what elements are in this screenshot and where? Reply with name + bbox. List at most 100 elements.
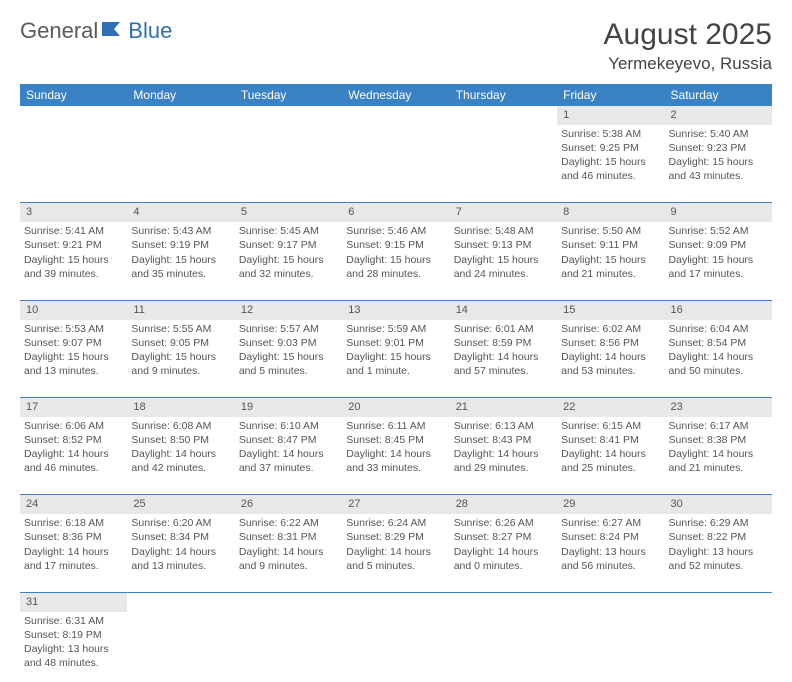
day-number-cell: [235, 592, 342, 611]
day-content-cell: Sunrise: 5:46 AMSunset: 9:15 PMDaylight:…: [342, 222, 449, 300]
day-content-cell: Sunrise: 6:10 AMSunset: 8:47 PMDaylight:…: [235, 417, 342, 495]
day-content-cell: [450, 125, 557, 203]
day-content-cell: [235, 125, 342, 203]
day-content-cell: Sunrise: 5:43 AMSunset: 9:19 PMDaylight:…: [127, 222, 234, 300]
day-content-cell: Sunrise: 6:22 AMSunset: 8:31 PMDaylight:…: [235, 514, 342, 592]
day-number-cell: 26: [235, 495, 342, 514]
daylight-text: Daylight: 14 hours and 57 minutes.: [454, 350, 553, 378]
day-number-cell: 29: [557, 495, 664, 514]
sunrise-text: Sunrise: 6:11 AM: [346, 419, 445, 433]
day-number-cell: 3: [20, 203, 127, 222]
sunset-text: Sunset: 8:36 PM: [24, 530, 123, 544]
day-content-cell: Sunrise: 5:57 AMSunset: 9:03 PMDaylight:…: [235, 320, 342, 398]
daylight-text: Daylight: 13 hours and 52 minutes.: [669, 545, 768, 573]
sunrise-text: Sunrise: 5:45 AM: [239, 224, 338, 238]
day-content-cell: [665, 612, 772, 682]
daylight-text: Daylight: 14 hours and 46 minutes.: [24, 447, 123, 475]
sunset-text: Sunset: 9:03 PM: [239, 336, 338, 350]
day-number-cell: 17: [20, 398, 127, 417]
daylight-text: Daylight: 15 hours and 28 minutes.: [346, 253, 445, 281]
sunrise-text: Sunrise: 5:46 AM: [346, 224, 445, 238]
logo-text-blue: Blue: [128, 18, 172, 44]
sunset-text: Sunset: 8:38 PM: [669, 433, 768, 447]
day-content-cell: Sunrise: 6:18 AMSunset: 8:36 PMDaylight:…: [20, 514, 127, 592]
content-row: Sunrise: 6:06 AMSunset: 8:52 PMDaylight:…: [20, 417, 772, 495]
day-number-cell: 7: [450, 203, 557, 222]
day-content-cell: Sunrise: 6:29 AMSunset: 8:22 PMDaylight:…: [665, 514, 772, 592]
day-content-cell: Sunrise: 6:06 AMSunset: 8:52 PMDaylight:…: [20, 417, 127, 495]
day-number-cell: [342, 106, 449, 125]
day-number-cell: 8: [557, 203, 664, 222]
daylight-text: Daylight: 14 hours and 25 minutes.: [561, 447, 660, 475]
day-content-cell: Sunrise: 5:40 AMSunset: 9:23 PMDaylight:…: [665, 125, 772, 203]
sunset-text: Sunset: 9:25 PM: [561, 141, 660, 155]
sunrise-text: Sunrise: 5:38 AM: [561, 127, 660, 141]
flag-icon: [102, 20, 124, 43]
day-number-cell: [235, 106, 342, 125]
sunrise-text: Sunrise: 6:06 AM: [24, 419, 123, 433]
daylight-text: Daylight: 15 hours and 9 minutes.: [131, 350, 230, 378]
daynum-row: 10111213141516: [20, 300, 772, 319]
daylight-text: Daylight: 13 hours and 48 minutes.: [24, 642, 123, 670]
sunset-text: Sunset: 8:31 PM: [239, 530, 338, 544]
sunset-text: Sunset: 8:47 PM: [239, 433, 338, 447]
day-content-cell: [127, 612, 234, 682]
day-content-cell: Sunrise: 5:53 AMSunset: 9:07 PMDaylight:…: [20, 320, 127, 398]
daylight-text: Daylight: 15 hours and 35 minutes.: [131, 253, 230, 281]
day-number-cell: [127, 592, 234, 611]
sunrise-text: Sunrise: 6:20 AM: [131, 516, 230, 530]
sunset-text: Sunset: 8:41 PM: [561, 433, 660, 447]
daylight-text: Daylight: 14 hours and 53 minutes.: [561, 350, 660, 378]
sunset-text: Sunset: 8:34 PM: [131, 530, 230, 544]
day-content-cell: Sunrise: 6:24 AMSunset: 8:29 PMDaylight:…: [342, 514, 449, 592]
sunrise-text: Sunrise: 6:01 AM: [454, 322, 553, 336]
sunset-text: Sunset: 9:01 PM: [346, 336, 445, 350]
month-title: August 2025: [604, 18, 772, 52]
daylight-text: Daylight: 15 hours and 32 minutes.: [239, 253, 338, 281]
day-number-cell: 10: [20, 300, 127, 319]
day-content-cell: Sunrise: 6:15 AMSunset: 8:41 PMDaylight:…: [557, 417, 664, 495]
day-content-cell: Sunrise: 6:02 AMSunset: 8:56 PMDaylight:…: [557, 320, 664, 398]
daylight-text: Daylight: 15 hours and 46 minutes.: [561, 155, 660, 183]
day-content-cell: Sunrise: 5:59 AMSunset: 9:01 PMDaylight:…: [342, 320, 449, 398]
sunset-text: Sunset: 8:27 PM: [454, 530, 553, 544]
day-content-cell: Sunrise: 6:17 AMSunset: 8:38 PMDaylight:…: [665, 417, 772, 495]
sunrise-text: Sunrise: 6:26 AM: [454, 516, 553, 530]
day-number-cell: 18: [127, 398, 234, 417]
daylight-text: Daylight: 15 hours and 43 minutes.: [669, 155, 768, 183]
day-content-cell: Sunrise: 6:01 AMSunset: 8:59 PMDaylight:…: [450, 320, 557, 398]
day-number-cell: 5: [235, 203, 342, 222]
day-number-cell: [127, 106, 234, 125]
day-content-cell: [235, 612, 342, 682]
day-content-cell: [342, 612, 449, 682]
day-number-cell: [342, 592, 449, 611]
day-content-cell: Sunrise: 5:48 AMSunset: 9:13 PMDaylight:…: [450, 222, 557, 300]
day-number-cell: 24: [20, 495, 127, 514]
day-content-cell: Sunrise: 6:27 AMSunset: 8:24 PMDaylight:…: [557, 514, 664, 592]
daynum-row: 17181920212223: [20, 398, 772, 417]
day-number-cell: 19: [235, 398, 342, 417]
sunset-text: Sunset: 9:13 PM: [454, 238, 553, 252]
daylight-text: Daylight: 14 hours and 42 minutes.: [131, 447, 230, 475]
content-row: Sunrise: 5:53 AMSunset: 9:07 PMDaylight:…: [20, 320, 772, 398]
page-header: General Blue August 2025 Yermekeyevo, Ru…: [20, 18, 772, 74]
sunrise-text: Sunrise: 6:24 AM: [346, 516, 445, 530]
title-block: August 2025 Yermekeyevo, Russia: [604, 18, 772, 74]
daylight-text: Daylight: 14 hours and 9 minutes.: [239, 545, 338, 573]
day-number-cell: 11: [127, 300, 234, 319]
daylight-text: Daylight: 15 hours and 17 minutes.: [669, 253, 768, 281]
daynum-row: 3456789: [20, 203, 772, 222]
day-header: Sunday: [20, 84, 127, 106]
content-row: Sunrise: 6:31 AMSunset: 8:19 PMDaylight:…: [20, 612, 772, 682]
sunrise-text: Sunrise: 5:43 AM: [131, 224, 230, 238]
daylight-text: Daylight: 15 hours and 24 minutes.: [454, 253, 553, 281]
daylight-text: Daylight: 15 hours and 39 minutes.: [24, 253, 123, 281]
day-number-cell: 1: [557, 106, 664, 125]
sunrise-text: Sunrise: 6:10 AM: [239, 419, 338, 433]
day-number-cell: [450, 592, 557, 611]
day-number-cell: 12: [235, 300, 342, 319]
day-header: Wednesday: [342, 84, 449, 106]
day-number-cell: 6: [342, 203, 449, 222]
daylight-text: Daylight: 14 hours and 29 minutes.: [454, 447, 553, 475]
day-number-cell: 2: [665, 106, 772, 125]
